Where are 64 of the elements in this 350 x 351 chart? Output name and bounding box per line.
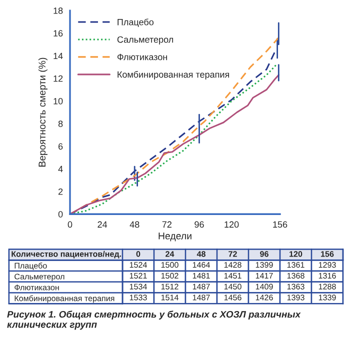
- data-label: 1500: [161, 262, 178, 268]
- y-tick-label: Плацебо: [14, 262, 47, 270]
- data-label: 1464: [192, 262, 210, 268]
- y-tick-label: Флютиказон: [14, 284, 59, 290]
- x-tick-label: 24: [98, 221, 108, 228]
- data-label: 1409: [256, 284, 273, 290]
- x-tick-label: 120: [224, 221, 239, 228]
- data-label: 1533: [130, 294, 147, 300]
- x-tick-label: 120: [290, 251, 302, 257]
- y-axis-title: Вероятность смерти (%): [38, 58, 48, 167]
- text: Рисунок 1. Общая смертность у больных с ХОЗЛ различных клинических групп: [7, 310, 301, 330]
- data-label: 1481: [192, 272, 210, 279]
- legend-label: Сальметерол: [117, 36, 174, 45]
- y-tick-label: Сальметерол: [14, 274, 64, 282]
- x-axis-title: Недели: [158, 232, 192, 242]
- x-tick-label: 48: [130, 221, 140, 228]
- data-label: 1393: [287, 294, 304, 300]
- x-tick-label: 156: [273, 221, 288, 228]
- data-label: 1487: [192, 284, 210, 290]
- x-tick-label: 48: [196, 251, 206, 257]
- data-label: 1521: [130, 272, 147, 279]
- data-label: 1512: [161, 284, 178, 290]
- data-label: 1428: [224, 262, 242, 268]
- y-tick-label: 6: [58, 143, 63, 150]
- legend-label: Комбинированная терапия: [118, 70, 230, 80]
- data-label: 1361: [287, 262, 304, 268]
- data-label: 1339: [318, 294, 336, 300]
- y-tick-label: 0: [58, 211, 63, 218]
- data-label: 1514: [161, 294, 178, 300]
- data-label: 1426: [256, 294, 273, 300]
- data-label: 1534: [130, 284, 147, 290]
- data-label: 1487: [192, 294, 210, 300]
- y-tick-label: 16: [54, 30, 63, 37]
- data-label: 1450: [224, 284, 242, 290]
- x-tick-label: 72: [228, 251, 237, 257]
- x-tick-label: 0: [136, 251, 140, 257]
- x-tick-label: 72: [162, 221, 172, 228]
- chart-title: Количество пациентов/нед.: [12, 250, 122, 258]
- y-tick-label: 12: [54, 75, 63, 82]
- data-label: 1524: [130, 262, 147, 268]
- y-tick-label: 4: [58, 166, 63, 172]
- data-label: 1399: [256, 262, 273, 268]
- y-tick-label: 18: [54, 7, 63, 14]
- x-tick-label: 24: [166, 251, 174, 257]
- data-label: 1451: [224, 272, 242, 279]
- data-label: 1363: [287, 284, 304, 290]
- x-tick-label: 156: [321, 251, 334, 257]
- y-tick-label: 8: [58, 120, 63, 127]
- x-tick-label: 0: [68, 221, 72, 228]
- y-tick-label: Комбинированная терапия: [14, 295, 114, 303]
- x-tick-label: 96: [194, 221, 204, 228]
- data-label: 1316: [318, 272, 336, 279]
- legend-label: Флютиказон: [117, 54, 168, 60]
- data-label: 1368: [287, 272, 304, 279]
- y-tick-label: 14: [54, 52, 63, 60]
- data-label: 1502: [161, 272, 178, 279]
- x-tick-label: 96: [260, 251, 268, 257]
- data-label: 1456: [224, 294, 242, 300]
- y-tick-label: 2: [58, 188, 63, 195]
- data-label: 1293: [318, 262, 336, 268]
- data-label: 1417: [256, 272, 273, 278]
- data-label: 1288: [318, 284, 336, 290]
- legend-label: Плацебо: [118, 18, 154, 27]
- y-tick-label: 10: [54, 98, 63, 104]
